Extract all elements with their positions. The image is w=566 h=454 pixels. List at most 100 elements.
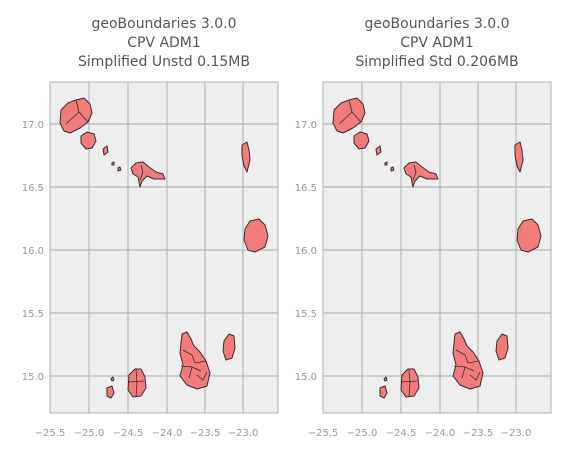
santa-luzia-island <box>102 145 109 156</box>
panel-title-line-3: Simplified Unstd 0.15MB <box>78 54 250 70</box>
admin-boundary <box>469 371 481 381</box>
y-tick-label: 15.5 <box>295 309 317 320</box>
x-tick-label: −24.0 <box>425 428 456 439</box>
santa-luzia-island <box>375 145 382 156</box>
island-shape <box>403 161 439 188</box>
boa-vista-island <box>243 218 269 253</box>
panel-title-line-2: CPV ADM1 <box>127 35 201 51</box>
islands <box>332 97 542 399</box>
y-tick-label: 15.0 <box>22 372 44 383</box>
y-tick-label: 15.0 <box>295 372 317 383</box>
brava-island <box>106 385 115 399</box>
santiago-island <box>179 331 211 390</box>
admin-boundary <box>196 371 208 381</box>
island-shape <box>243 218 269 253</box>
sal-island <box>241 141 251 173</box>
island-shape <box>379 385 388 399</box>
island-shape <box>117 166 122 172</box>
santiago-island <box>452 331 484 390</box>
island-shape <box>110 376 115 382</box>
island-shape <box>106 385 115 399</box>
x-tick-label: −23.5 <box>190 428 221 439</box>
island-shape <box>179 331 211 390</box>
island-shape <box>130 161 166 188</box>
admin-boundary <box>139 164 144 181</box>
island-shape <box>390 166 395 172</box>
island-shape <box>383 376 388 382</box>
island-shape <box>514 141 524 173</box>
y-tick-label: 17.0 <box>295 120 317 131</box>
sao-nicolau-island <box>130 161 166 188</box>
admin-boundary <box>338 111 353 125</box>
admin-boundary <box>467 360 480 364</box>
admin-boundary <box>65 111 80 125</box>
map-area <box>49 81 279 414</box>
maio-island <box>222 333 236 361</box>
map-area <box>322 81 552 414</box>
islet-b <box>390 166 395 172</box>
island-shape <box>80 131 97 150</box>
island-shape <box>59 97 93 134</box>
island-shape <box>384 161 388 166</box>
y-tick-labels: 17.0 16.5 16.0 15.5 15.0 <box>22 120 44 383</box>
admin-boundary <box>408 368 411 398</box>
y-tick-label: 16.5 <box>295 183 317 194</box>
island-shape <box>495 333 509 361</box>
panel-title-line-1: geoBoundaries 3.0.0 <box>364 16 509 32</box>
x-tick-label: −25.0 <box>74 428 105 439</box>
y-tick-label: 16.0 <box>295 246 317 257</box>
brava-island <box>379 385 388 399</box>
admin-boundary <box>188 366 193 379</box>
x-tick-label: −23.0 <box>228 428 259 439</box>
admin-boundary <box>455 349 469 364</box>
x-tick-label: −25.0 <box>347 428 378 439</box>
y-tick-label: 17.0 <box>22 120 44 131</box>
y-tick-label: 16.5 <box>22 183 44 194</box>
island-shape <box>111 161 115 166</box>
y-tick-label: 15.5 <box>22 309 44 320</box>
map-panel-std: geoBoundaries 3.0.0 CPV ADM1 Simplified … <box>295 16 552 439</box>
maio-island <box>495 333 509 361</box>
admin-boundary <box>400 380 418 383</box>
sal-island <box>514 141 524 173</box>
panel-title-line-3: Simplified Std 0.206MB <box>355 54 518 70</box>
sao-vicente-island <box>353 131 370 150</box>
panel-title-line-2: CPV ADM1 <box>400 35 474 51</box>
island-shape <box>332 97 366 134</box>
island-shape <box>375 145 382 156</box>
santo-antao-island <box>332 97 366 134</box>
islet-b <box>117 166 122 172</box>
admin-boundary <box>127 380 145 383</box>
island-shape <box>516 218 542 253</box>
islet-c <box>383 376 388 382</box>
gridlines <box>50 82 278 413</box>
map-panel-unstd: geoBoundaries 3.0.0 CPV ADM1 Simplified … <box>22 16 279 439</box>
islet-a <box>111 161 115 166</box>
island-shape <box>353 131 370 150</box>
x-tick-label: −24.5 <box>386 428 417 439</box>
islands <box>59 97 269 399</box>
boa-vista-island <box>516 218 542 253</box>
y-tick-label: 16.0 <box>22 246 44 257</box>
admin-boundary <box>182 349 196 364</box>
santo-antao-island <box>59 97 93 134</box>
fogo-island <box>127 368 147 398</box>
sao-vicente-island <box>80 131 97 150</box>
x-tick-labels: −25.5 −25.0 −24.5 −24.0 −23.5 −23.0 <box>35 428 259 439</box>
admin-boundary <box>412 164 417 181</box>
island-shape <box>452 331 484 390</box>
island-shape <box>102 145 109 156</box>
admin-boundary <box>135 368 138 398</box>
x-tick-labels: −25.5 −25.0 −24.5 −24.0 −23.5 −23.0 <box>308 428 532 439</box>
islet-a <box>384 161 388 166</box>
x-tick-label: −24.5 <box>113 428 144 439</box>
y-tick-labels: 17.0 16.5 16.0 15.5 15.0 <box>295 120 317 383</box>
x-tick-label: −25.5 <box>35 428 66 439</box>
admin-boundary <box>461 366 466 379</box>
admin-boundary <box>194 360 207 364</box>
panel-title-line-1: geoBoundaries 3.0.0 <box>91 16 236 32</box>
x-tick-label: −23.0 <box>501 428 532 439</box>
fogo-island <box>400 368 420 398</box>
x-tick-label: −23.5 <box>463 428 494 439</box>
